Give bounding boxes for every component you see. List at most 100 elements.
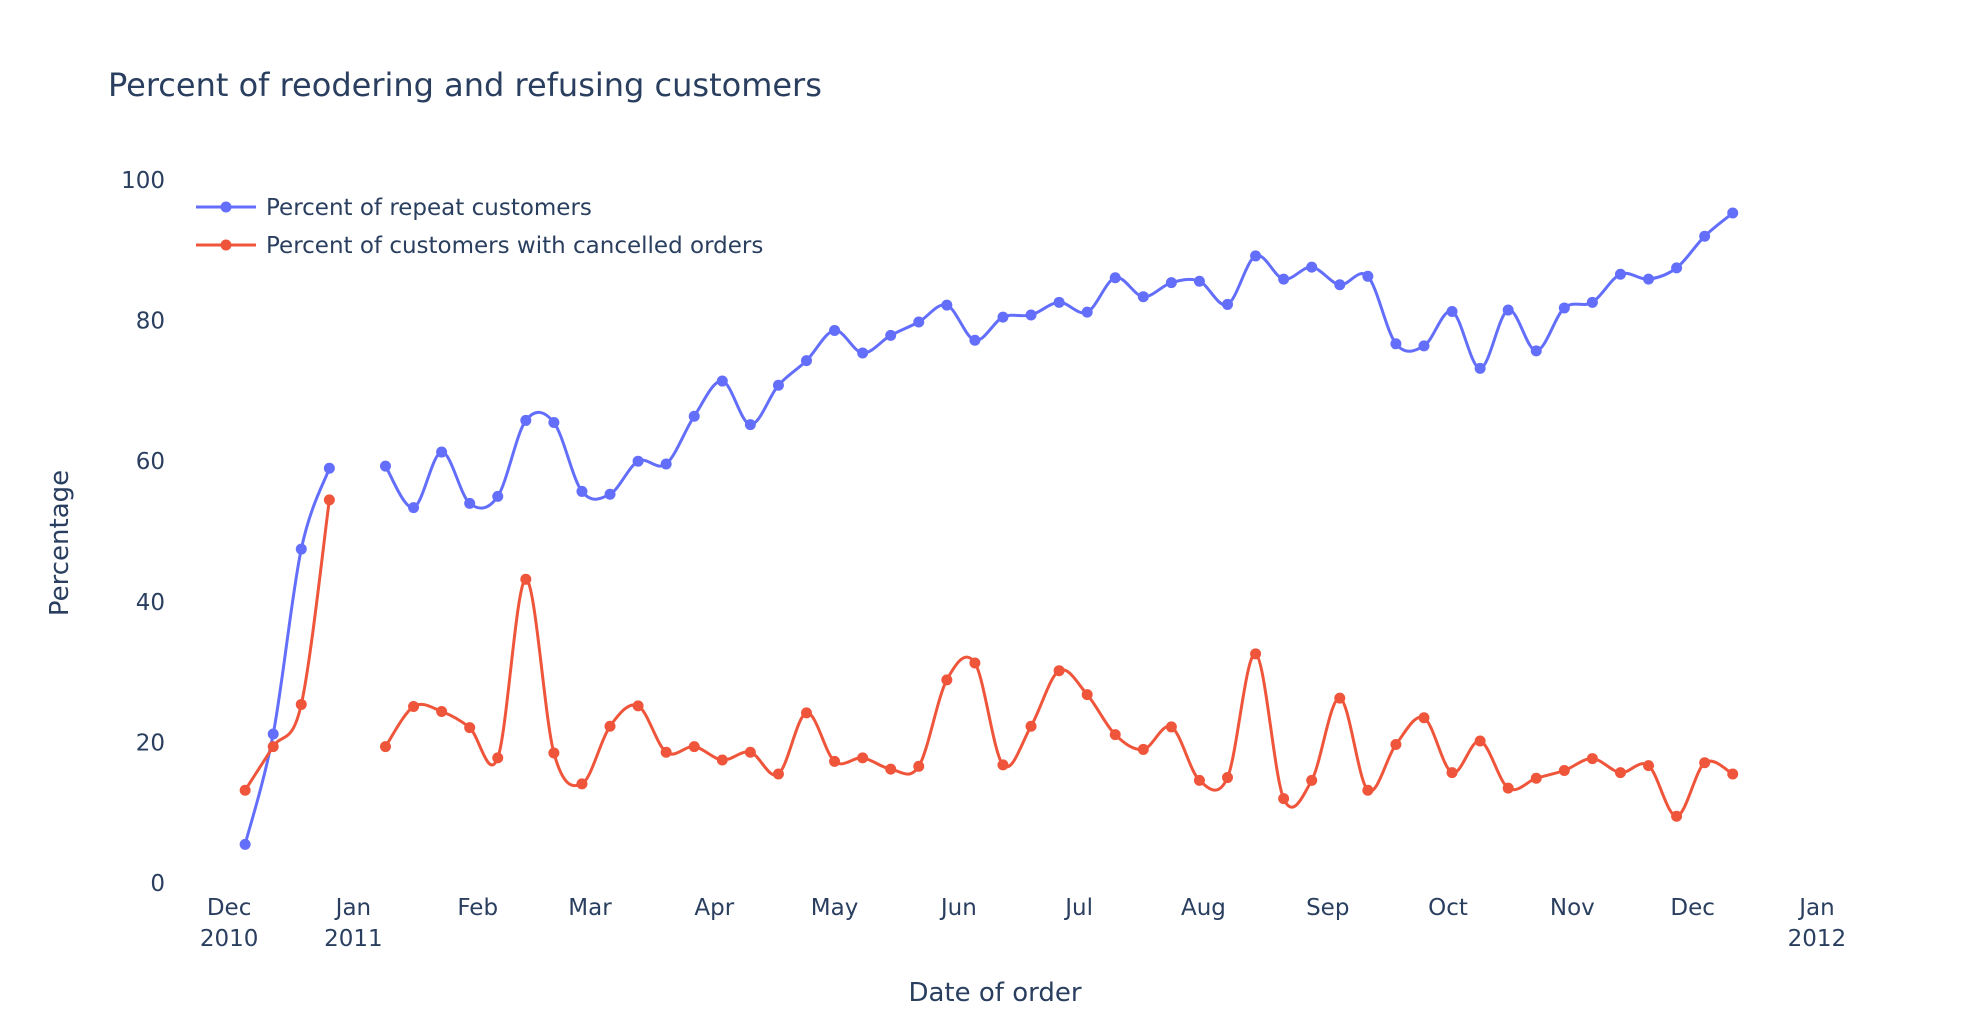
data-point[interactable]: [1306, 261, 1318, 273]
data-point[interactable]: [239, 838, 251, 850]
data-point[interactable]: [1474, 735, 1486, 747]
data-point[interactable]: [857, 752, 869, 764]
data-point[interactable]: [1053, 296, 1065, 308]
legend-item[interactable]: Percent of repeat customers: [196, 195, 592, 221]
data-point[interactable]: [1165, 721, 1177, 733]
data-point[interactable]: [1025, 720, 1037, 732]
data-point[interactable]: [997, 759, 1009, 771]
data-point[interactable]: [941, 674, 953, 686]
data-point[interactable]: [1025, 309, 1037, 321]
data-point[interactable]: [1278, 793, 1290, 805]
data-point[interactable]: [464, 497, 476, 509]
data-point[interactable]: [576, 485, 588, 497]
data-point[interactable]: [604, 720, 616, 732]
data-point[interactable]: [1334, 692, 1346, 704]
data-point[interactable]: [1558, 302, 1570, 314]
data-point[interactable]: [1053, 665, 1065, 677]
data-point[interactable]: [969, 657, 981, 669]
data-point[interactable]: [1109, 729, 1121, 741]
data-point[interactable]: [1362, 784, 1374, 796]
data-point[interactable]: [1502, 304, 1514, 316]
data-point[interactable]: [1390, 739, 1402, 751]
data-point[interactable]: [632, 455, 644, 467]
data-point[interactable]: [885, 763, 897, 775]
data-point[interactable]: [1614, 767, 1626, 779]
data-point[interactable]: [604, 488, 616, 500]
data-point[interactable]: [464, 722, 476, 734]
data-point[interactable]: [548, 417, 560, 429]
data-point[interactable]: [576, 778, 588, 790]
data-point[interactable]: [520, 414, 532, 426]
data-point[interactable]: [520, 573, 532, 585]
data-point[interactable]: [436, 705, 448, 717]
data-point[interactable]: [267, 728, 279, 740]
data-point[interactable]: [1502, 782, 1514, 794]
data-point[interactable]: [1250, 648, 1262, 660]
data-point[interactable]: [1193, 774, 1205, 786]
data-point[interactable]: [436, 446, 448, 458]
data-point[interactable]: [1334, 279, 1346, 291]
data-point[interactable]: [744, 746, 756, 758]
data-point[interactable]: [1193, 275, 1205, 287]
data-point[interactable]: [829, 755, 841, 767]
data-point[interactable]: [1586, 753, 1598, 765]
data-point[interactable]: [997, 311, 1009, 323]
data-point[interactable]: [1165, 277, 1177, 289]
data-point[interactable]: [1699, 757, 1711, 769]
data-point[interactable]: [1278, 273, 1290, 285]
data-point[interactable]: [716, 375, 728, 387]
data-point[interactable]: [1474, 362, 1486, 374]
data-point[interactable]: [1586, 296, 1598, 308]
data-point[interactable]: [408, 502, 420, 514]
data-point[interactable]: [267, 741, 279, 753]
data-point[interactable]: [800, 355, 812, 367]
data-point[interactable]: [1530, 345, 1542, 357]
data-point[interactable]: [1446, 305, 1458, 317]
data-point[interactable]: [1306, 774, 1318, 786]
data-point[interactable]: [913, 760, 925, 772]
data-point[interactable]: [1699, 230, 1711, 242]
data-point[interactable]: [1222, 772, 1234, 784]
data-point[interactable]: [969, 334, 981, 346]
data-point[interactable]: [1362, 270, 1374, 282]
data-point[interactable]: [492, 490, 504, 502]
data-point[interactable]: [1137, 291, 1149, 303]
data-point[interactable]: [1558, 765, 1570, 777]
data-point[interactable]: [379, 460, 391, 472]
data-point[interactable]: [1109, 272, 1121, 284]
data-point[interactable]: [1081, 689, 1093, 701]
data-point[interactable]: [688, 741, 700, 753]
data-point[interactable]: [1671, 810, 1683, 822]
data-point[interactable]: [548, 747, 560, 759]
data-point[interactable]: [1614, 268, 1626, 280]
data-point[interactable]: [1727, 768, 1739, 780]
data-point[interactable]: [941, 299, 953, 311]
data-point[interactable]: [1137, 743, 1149, 755]
data-point[interactable]: [829, 324, 841, 336]
data-point[interactable]: [1250, 250, 1262, 262]
data-point[interactable]: [295, 698, 307, 710]
data-point[interactable]: [857, 347, 869, 359]
data-point[interactable]: [1081, 306, 1093, 318]
data-point[interactable]: [1671, 262, 1683, 274]
data-point[interactable]: [408, 701, 420, 713]
data-point[interactable]: [1418, 712, 1430, 724]
legend[interactable]: Percent of repeat customers Percent of cu…: [196, 195, 763, 259]
data-point[interactable]: [1643, 273, 1655, 285]
data-point[interactable]: [1727, 207, 1739, 219]
data-point[interactable]: [744, 419, 756, 431]
data-point[interactable]: [913, 316, 925, 328]
data-point[interactable]: [885, 329, 897, 341]
data-point[interactable]: [772, 379, 784, 391]
data-point[interactable]: [323, 494, 335, 506]
data-point[interactable]: [772, 768, 784, 780]
data-point[interactable]: [660, 458, 672, 470]
data-point[interactable]: [492, 752, 504, 764]
data-point[interactable]: [323, 462, 335, 474]
data-point[interactable]: [239, 784, 251, 796]
data-point[interactable]: [1390, 338, 1402, 350]
legend-item[interactable]: Percent of customers with cancelled orde…: [196, 233, 763, 259]
data-point[interactable]: [1222, 298, 1234, 310]
data-point[interactable]: [800, 707, 812, 719]
data-point[interactable]: [660, 746, 672, 758]
